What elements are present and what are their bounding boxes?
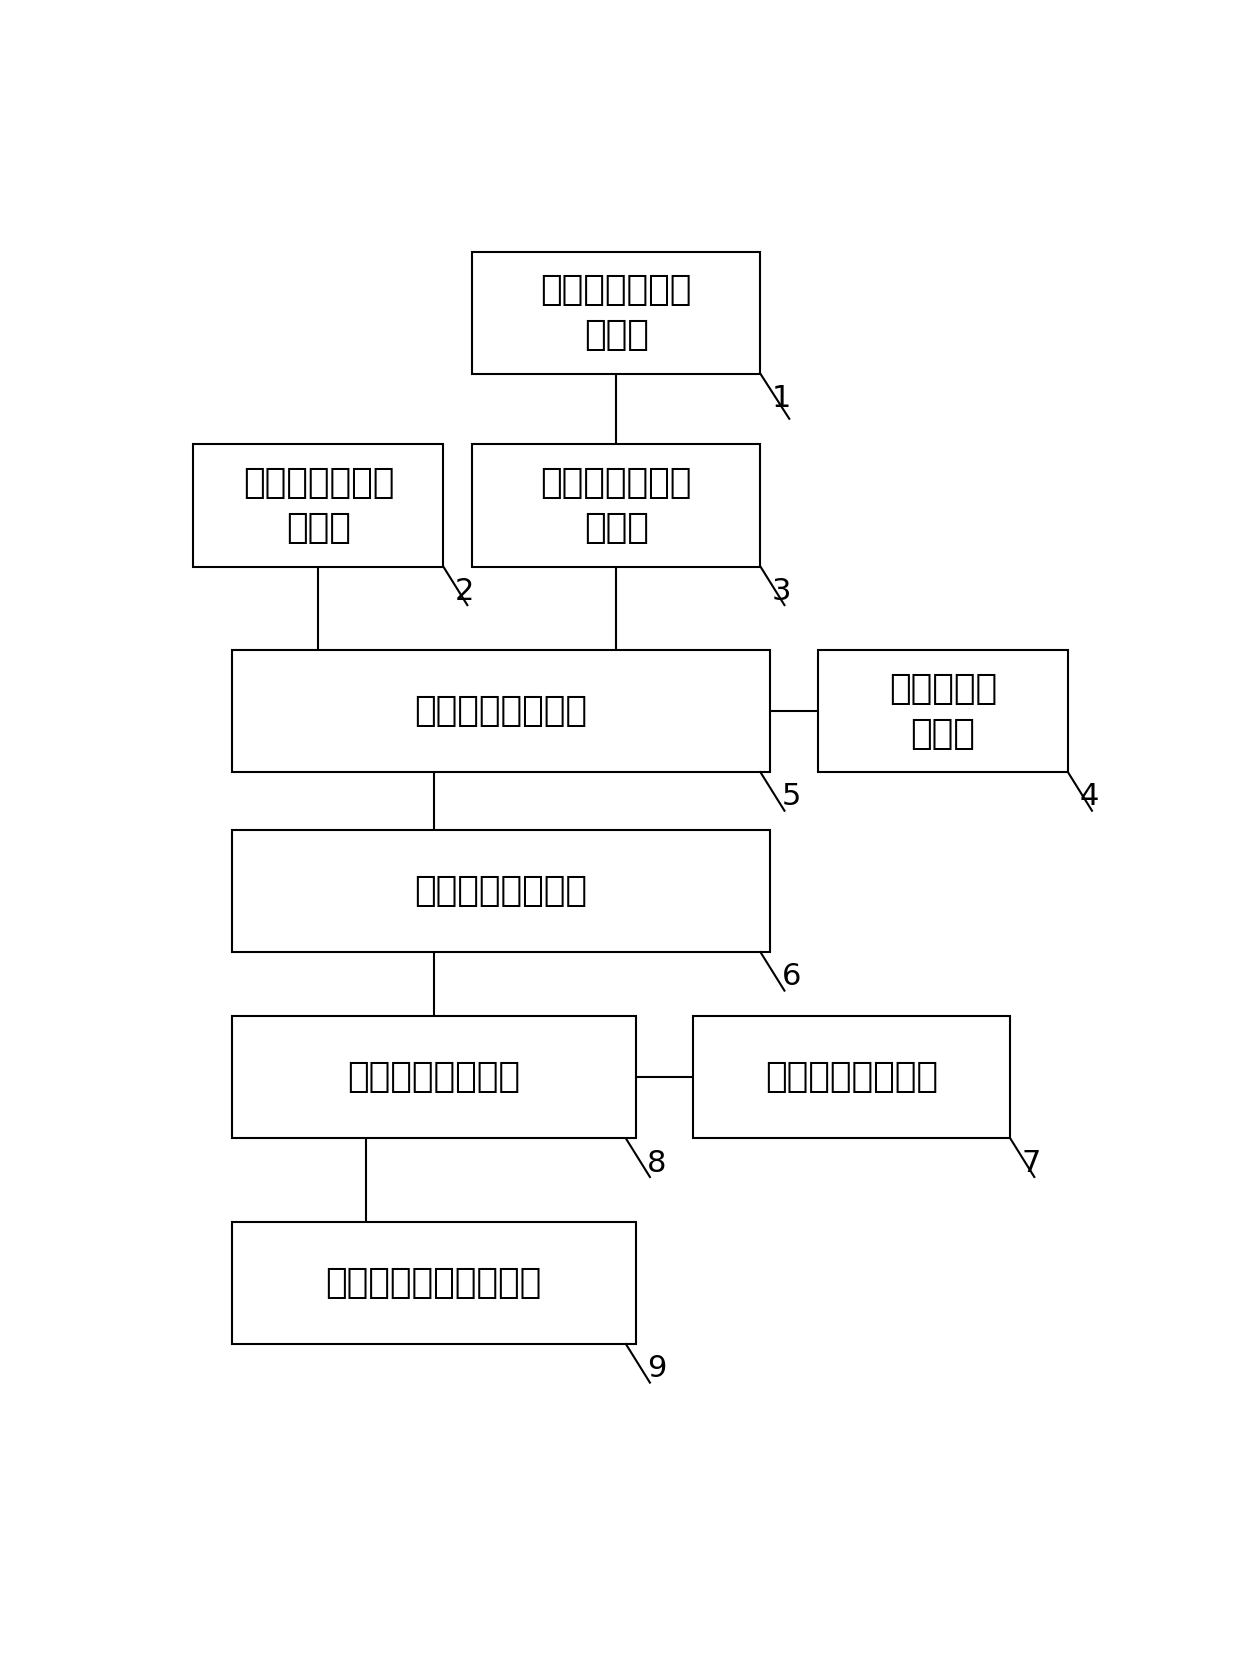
Text: 第一关系计算模块: 第一关系计算模块 (414, 694, 588, 728)
Text: 8: 8 (647, 1148, 667, 1178)
Text: 2: 2 (455, 577, 474, 606)
Text: 5: 5 (781, 783, 801, 811)
Text: 1: 1 (773, 384, 791, 412)
Text: 6: 6 (781, 963, 801, 991)
Text: 9: 9 (647, 1354, 666, 1384)
Bar (193, 444, 444, 566)
Bar (232, 829, 770, 951)
Text: 第一温场分布计
算模块: 第一温场分布计 算模块 (541, 274, 692, 352)
Bar (693, 1016, 1011, 1138)
Bar (232, 649, 770, 773)
Text: 确定焖井时间计算模块: 确定焖井时间计算模块 (326, 1267, 542, 1300)
Bar (232, 1222, 635, 1344)
Text: 第二关系计算模块: 第二关系计算模块 (414, 875, 588, 908)
Text: 第二温场分布计
算模块: 第二温场分布计 算模块 (541, 466, 692, 544)
Text: 温度下降速率计
算模块: 温度下降速率计 算模块 (243, 466, 394, 544)
Text: 产液影响计
算模块: 产液影响计 算模块 (889, 671, 997, 751)
Text: 3: 3 (773, 577, 791, 606)
Bar (472, 444, 760, 566)
Text: 第三关系计算模块: 第三关系计算模块 (765, 1060, 939, 1095)
Bar (818, 649, 1068, 773)
Text: 7: 7 (1022, 1148, 1042, 1178)
Bar (232, 1016, 635, 1138)
Text: 4: 4 (1080, 783, 1099, 811)
Bar (472, 252, 760, 374)
Text: 第四关系计算模块: 第四关系计算模块 (347, 1060, 521, 1095)
